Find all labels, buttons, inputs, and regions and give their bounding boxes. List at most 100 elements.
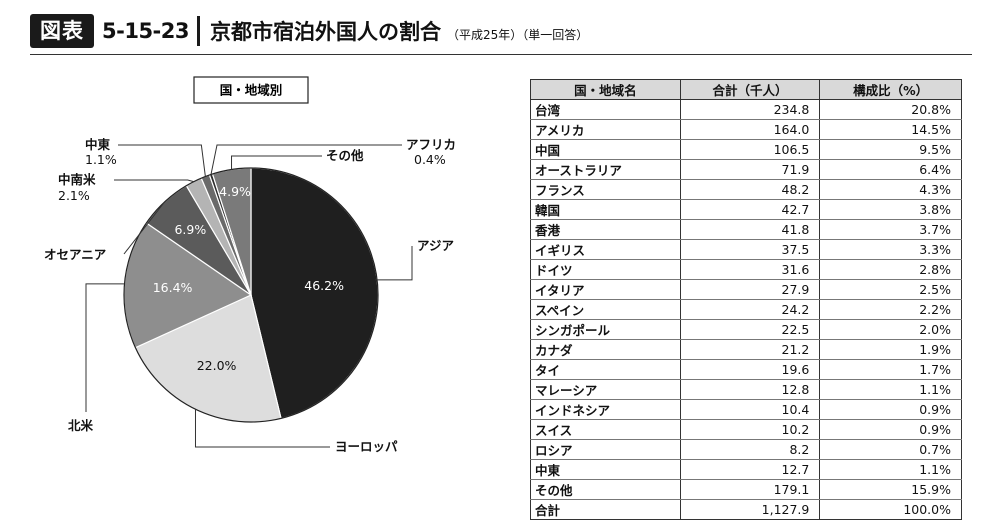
pie-outline [123,167,379,423]
total-cell: 22.5 [679,319,821,340]
total-cell: 19.6 [679,359,821,380]
share-cell: 1.1% [819,379,962,400]
table-row: イタリア 27.9 2.5% [530,279,962,300]
total-cell: 12.7 [679,459,821,480]
table-row: マレーシア 12.8 1.1% [530,379,962,400]
total-cell: 42.7 [679,199,821,220]
column-header-region: 国・地域名 [530,79,681,100]
figure-number: 5-15-23 [102,19,190,43]
share-cell: 1.9% [819,339,962,360]
share-cell: 4.3% [819,179,962,200]
total-cell: 1,127.9 [679,499,821,520]
table-head: 国・地域名 合計（千人） 構成比（%） [530,79,962,100]
slice-value-label: 22.0% [197,358,237,373]
total-cell: 21.2 [679,339,821,360]
table-row: タイ 19.6 1.7% [530,359,962,380]
region-cell: インドネシア [530,399,681,420]
region-cell: イタリア [530,279,681,300]
share-cell: 1.1% [819,459,962,480]
pie-slices [123,167,379,423]
share-cell: 3.7% [819,219,962,240]
table-row: シンガポール 22.5 2.0% [530,319,962,340]
table-row: その他 179.1 15.9% [530,479,962,500]
region-cell: アメリカ [530,119,681,140]
region-cell: フランス [530,179,681,200]
total-cell: 41.8 [679,219,821,240]
figure-badge: 図表 [30,14,94,48]
share-cell: 6.4% [819,159,962,180]
table-body: 台湾 234.8 20.8% アメリカ 164.0 14.5% 中国 106.5 9.5% オース… [530,99,962,520]
region-cell: 台湾 [530,99,681,120]
table-row: スイス 10.2 0.9% [530,419,962,440]
table-row: オーストラリア 71.9 6.4% [530,159,962,180]
table-row: 香港 41.8 3.7% [530,219,962,240]
region-cell: 香港 [530,219,681,240]
share-cell: 3.3% [819,239,962,260]
slice-category-label: 中東 [85,137,111,152]
figure-subtitle: （平成25年）（単一回答） [447,27,589,42]
table-row: 中国 106.5 9.5% [530,139,962,160]
figure-title: 京都市宿泊外国人の割合 [210,20,441,44]
total-cell: 48.2 [679,179,821,200]
slice-value-label: 0.4% [414,152,446,167]
leader-line [210,144,402,175]
region-cell: その他 [530,479,681,500]
region-cell: ドイツ [530,259,681,280]
leader-line [114,179,194,183]
share-cell: 20.8% [819,99,962,120]
slice-category-label: アフリカ [406,137,456,152]
leader-line [194,409,330,448]
table-row: ドイツ 31.6 2.8% [530,259,962,280]
column-header-share: 構成比（%） [819,79,962,100]
table-row: 韓国 42.7 3.8% [530,199,962,220]
leader-line [118,144,206,177]
region-cell: 中東 [530,459,681,480]
share-cell: 9.5% [819,139,962,160]
total-cell: 8.2 [679,439,821,460]
pie-title: 国・地域別 [220,83,283,98]
pie-leader-lines [85,144,413,448]
figure-header: 図表 5-15-23 京都市宿泊外国人の割合 （平成25年）（単一回答） [30,14,588,48]
region-cell: シンガポール [530,319,681,340]
title-divider [197,16,200,46]
table-row: カナダ 21.2 1.9% [530,339,962,360]
slice-category-label: 北米 [68,418,94,433]
slice-category-label: その他 [326,148,364,163]
page-corner-mark: −− [971,0,988,5]
share-cell: 14.5% [819,119,962,140]
table-row: 合計 1,127.9 100.0% [530,499,962,520]
slice-category-label: ヨーロッパ [335,439,398,454]
share-cell: 15.9% [819,479,962,500]
total-cell: 71.9 [679,159,821,180]
table-row: アメリカ 164.0 14.5% [530,119,962,140]
table-row: 中東 12.7 1.1% [530,459,962,480]
slice-value-label: 16.4% [153,280,193,295]
table-row: スペイン 24.2 2.2% [530,299,962,320]
share-cell: 1.7% [819,359,962,380]
total-cell: 37.5 [679,239,821,260]
slice-category-label: アジア [417,238,454,253]
leader-line [123,201,165,255]
share-cell: 0.7% [819,439,962,460]
table-row: イギリス 37.5 3.3% [530,239,962,260]
region-cell: スイス [530,419,681,440]
region-cell: 中国 [530,139,681,160]
leader-line [231,155,322,170]
slice-value-label: 4.9% [219,184,251,199]
total-cell: 164.0 [679,119,821,140]
slice-value-label: 1.1% [85,152,117,167]
total-cell: 24.2 [679,299,821,320]
slice-value-label: 6.9% [174,222,206,237]
table-row: フランス 48.2 4.3% [530,179,962,200]
table-row: インドネシア 10.4 0.9% [530,399,962,420]
share-cell: 0.9% [819,419,962,440]
slice-category-label: 中南米 [58,172,96,187]
slice-category-label: オセアニア [44,247,106,262]
pie-title-box [193,76,309,104]
column-header-total: 合計（千人） [679,79,821,100]
header-rule [30,54,972,55]
share-cell: 2.5% [819,279,962,300]
share-cell: 2.0% [819,319,962,340]
